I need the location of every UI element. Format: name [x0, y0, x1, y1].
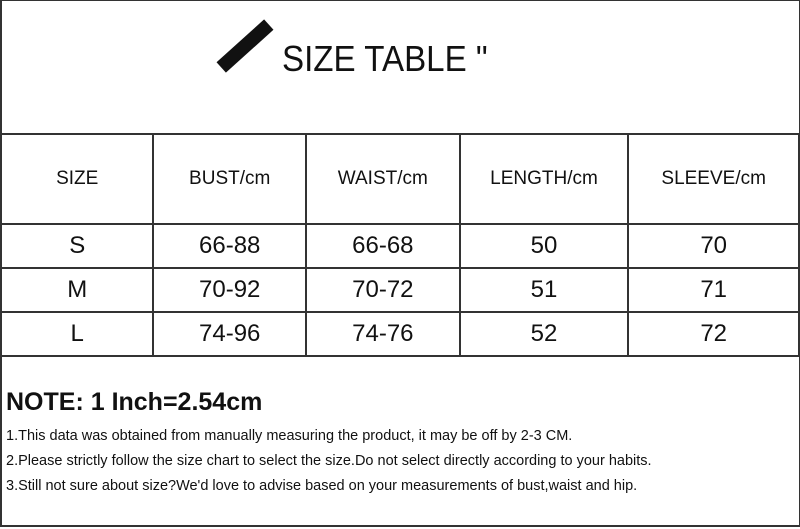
cell: 66-88	[152, 223, 307, 269]
title-area: SIZE TABLE "	[0, 0, 800, 134]
header-waist: WAIST/cm	[305, 133, 461, 225]
header-length: LENGTH/cm	[458, 133, 630, 225]
page-title: SIZE TABLE "	[282, 38, 488, 79]
cell: 71	[627, 267, 800, 313]
table-row: M 70-92 70-72 51 71	[0, 267, 800, 313]
header-bust: BUST/cm	[152, 133, 307, 225]
note-line-3: 3.Still not sure about size?We'd love to…	[6, 478, 638, 494]
header-size: SIZE	[0, 133, 155, 225]
table-row: S 66-88 66-68 50 70	[0, 223, 800, 269]
cell: 70-92	[152, 267, 307, 313]
cell: 66-68	[305, 223, 461, 269]
size-table: SIZE BUST/cm WAIST/cm LENGTH/cm SLEEVE/c…	[0, 133, 800, 357]
note-heading: NOTE: 1 Inch=2.54cm	[6, 388, 263, 416]
cell: 72	[627, 311, 800, 357]
slash-decoration-icon	[216, 19, 274, 73]
cell: 52	[458, 311, 630, 357]
cell: 70-72	[305, 267, 461, 313]
note-line-1: 1.This data was obtained from manually m…	[6, 428, 573, 444]
cell: 70	[627, 223, 800, 269]
cell: 74-96	[152, 311, 307, 357]
cell: S	[0, 223, 155, 269]
cell: L	[0, 311, 155, 357]
table-row: L 74-96 74-76 52 72	[0, 311, 800, 357]
note-line-2: 2.Please strictly follow the size chart …	[6, 453, 652, 469]
header-sleeve: SLEEVE/cm	[627, 133, 800, 225]
cell: 50	[458, 223, 630, 269]
cell: 51	[458, 267, 630, 313]
cell: M	[0, 267, 155, 313]
cell: 74-76	[305, 311, 461, 357]
table-header-row: SIZE BUST/cm WAIST/cm LENGTH/cm SLEEVE/c…	[0, 133, 800, 225]
